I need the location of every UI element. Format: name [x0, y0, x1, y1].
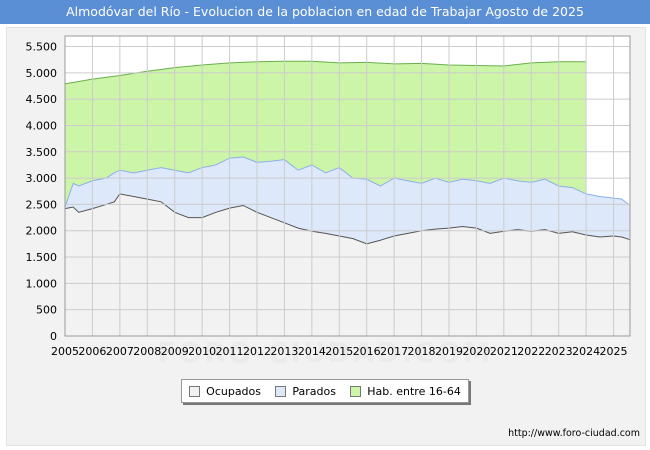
chart-title: Almodóvar del Río - Evolucion de la pobl… [0, 0, 650, 24]
x-tick-label: 2007 [106, 345, 134, 358]
x-tick-label: 2025 [600, 345, 628, 358]
legend-label-hab: Hab. entre 16-64 [367, 384, 461, 398]
x-tick-label: 2005 [51, 345, 79, 358]
x-tick-label: 2014 [298, 345, 326, 358]
y-tick-label: 4.000 [26, 119, 58, 132]
x-tick-label: 2008 [133, 345, 161, 358]
series-area-ocupados [65, 193, 630, 336]
x-tick-label: 2009 [161, 345, 189, 358]
x-tick-label: 2015 [325, 345, 353, 358]
legend-swatch-hab [350, 385, 362, 397]
y-tick-label: 2.000 [26, 225, 58, 238]
x-tick-label: 2018 [408, 345, 436, 358]
y-tick-label: 5.000 [26, 67, 58, 80]
y-tick-label: 2.500 [26, 198, 58, 211]
y-tick-label: 3.000 [26, 172, 58, 185]
source-link[interactable]: http://www.foro-ciudad.com [508, 428, 640, 439]
x-tick-label: 2024 [572, 345, 600, 358]
x-tick-label: 2013 [270, 345, 298, 358]
x-tick-label: 2012 [243, 345, 271, 358]
legend: Ocupados Parados Hab. entre 16-64 [181, 379, 469, 403]
x-tick-label: 2010 [188, 345, 216, 358]
y-tick-label: 1.000 [26, 277, 58, 290]
legend-swatch-parados [275, 385, 287, 397]
watermark: FORO-CIUDAD.COM [157, 336, 493, 369]
y-tick-label: 3.500 [26, 146, 58, 159]
y-tick-label: 5.500 [26, 41, 58, 54]
y-tick-label: 1.500 [26, 251, 58, 264]
legend-item-ocupados: Ocupados [189, 385, 261, 398]
x-tick-label: 2020 [462, 345, 490, 358]
series-line-hab-entre-16-64 [64, 60, 586, 85]
x-tick-label: 2011 [216, 345, 244, 358]
x-tick-label: 2016 [353, 345, 381, 358]
x-tick-label: 2023 [545, 345, 573, 358]
x-tick-label: 2022 [517, 345, 545, 358]
x-tick-label: 2019 [435, 345, 463, 358]
y-tick-label: 0 [50, 330, 57, 343]
plot-border [64, 35, 631, 337]
x-tick-label: 2021 [490, 345, 518, 358]
x-tick-label: 2017 [380, 345, 408, 358]
legend-item-hab: Hab. entre 16-64 [350, 385, 461, 398]
y-tick-label: 500 [36, 304, 57, 317]
x-tick-label: 2006 [78, 345, 106, 358]
legend-item-parados: Parados [275, 385, 336, 398]
legend-label-parados: Parados [292, 384, 336, 398]
legend-swatch-ocupados [189, 385, 201, 397]
y-tick-label: 4.500 [26, 93, 58, 106]
legend-label-ocupados: Ocupados [206, 384, 262, 398]
